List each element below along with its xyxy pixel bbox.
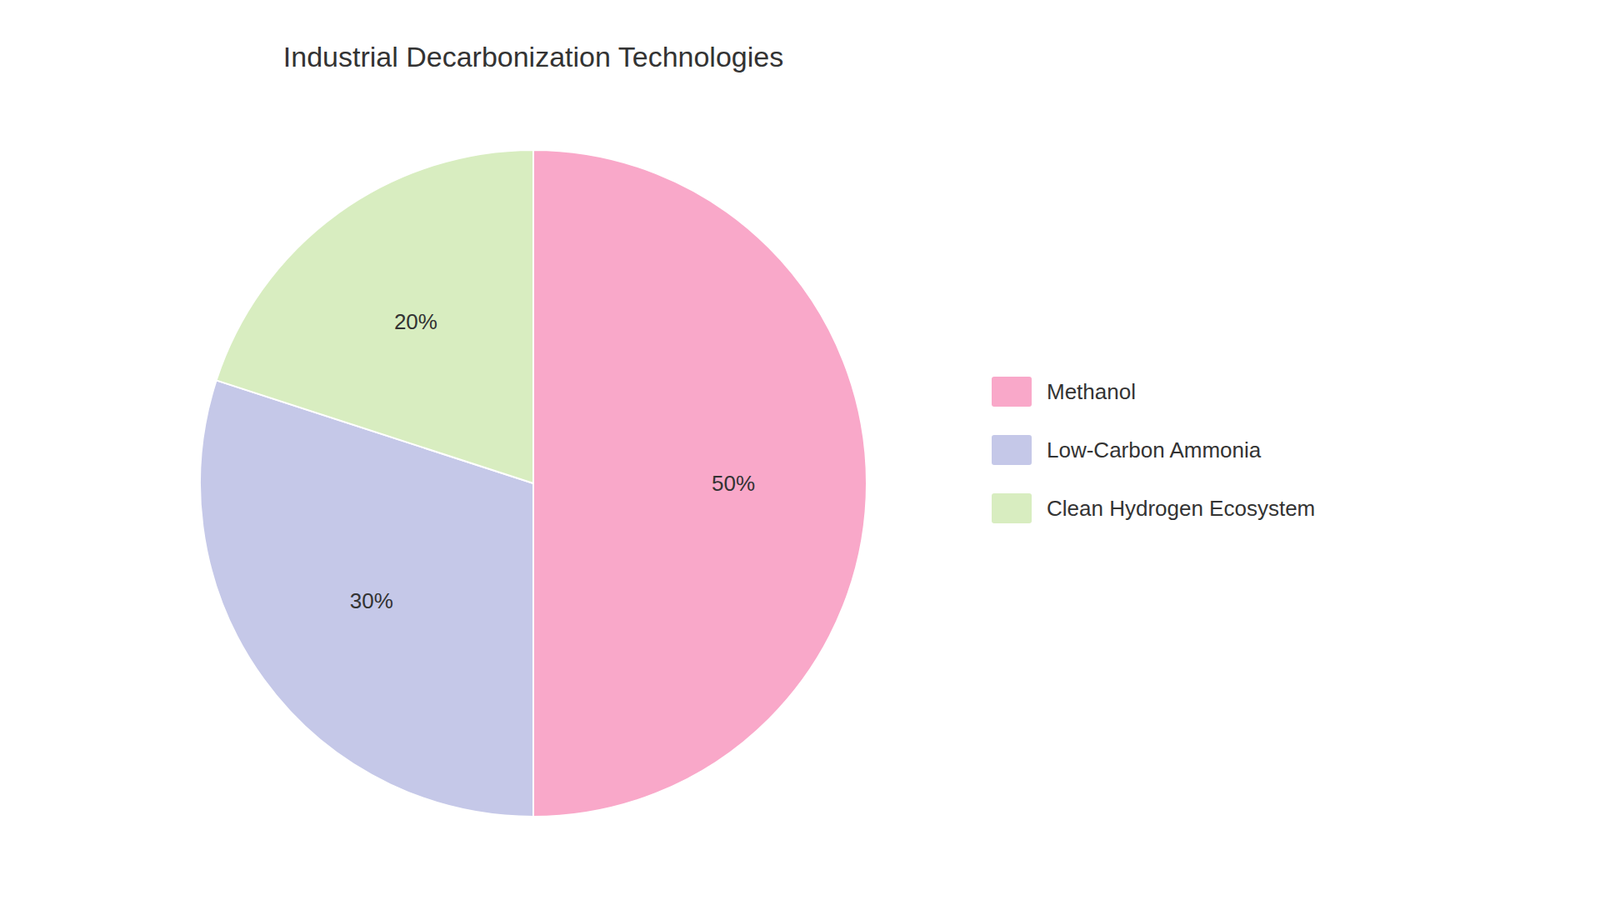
chart-container: Industrial Decarbonization Technologies 5…	[0, 0, 1600, 900]
slice	[216, 150, 534, 484]
slice-label: 50%	[711, 470, 755, 496]
legend-swatch	[991, 435, 1032, 465]
slices	[200, 150, 867, 817]
slice-label: 20%	[394, 309, 438, 335]
slice	[533, 150, 867, 817]
chart-svg: Industrial Decarbonization Technologies 5…	[0, 0, 1600, 900]
legend-label: Clean Hydrogen Ecosystem	[1046, 495, 1315, 521]
slice-labels: 50% 30% 20%	[350, 309, 755, 614]
legend-label: Low-Carbon Ammonia	[1046, 437, 1262, 463]
legend-swatch	[991, 376, 1032, 407]
legend-label: Methanol	[1046, 379, 1136, 405]
legend-swatch	[991, 493, 1032, 524]
slice-label: 30%	[350, 588, 394, 614]
title: Industrial Decarbonization Technologies	[283, 40, 784, 73]
legend: Methanol Low-Carbon Ammonia Clean Hydrogen…	[991, 376, 1315, 524]
